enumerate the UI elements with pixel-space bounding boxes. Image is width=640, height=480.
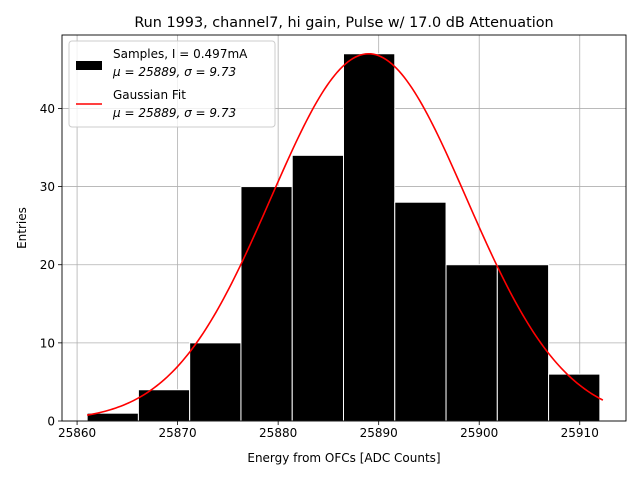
x-tick-label: 25880 — [259, 426, 297, 440]
y-tick-label: 40 — [40, 102, 55, 116]
x-tick-label: 25870 — [159, 426, 197, 440]
histogram-bar — [240, 186, 293, 422]
legend-samples-stats: μ = 25889, σ = 9.73 — [112, 65, 236, 79]
histogram-bar — [342, 53, 396, 422]
y-tick-label: 0 — [47, 415, 55, 429]
histogram-bar — [394, 201, 447, 422]
y-axis-label: Entries — [15, 207, 29, 249]
x-tick-label: 25860 — [58, 426, 96, 440]
x-tick-label: 25890 — [360, 426, 398, 440]
legend: Samples, I = 0.497mA μ = 25889, σ = 9.73… — [68, 40, 276, 128]
legend-fit-label: Gaussian Fit — [113, 88, 186, 102]
x-tick-label: 25910 — [561, 426, 599, 440]
histogram-bar — [137, 389, 191, 422]
legend-fit-stats: μ = 25889, σ = 9.73 — [112, 106, 236, 120]
x-tick-label: 25900 — [460, 426, 498, 440]
plot-frame — [61, 34, 627, 422]
legend-box — [68, 40, 276, 128]
y-tick-label: 20 — [40, 258, 55, 272]
chart-title: Run 1993, channel7, hi gain, Pulse w/ 17… — [134, 15, 553, 31]
histogram-bar — [445, 264, 498, 422]
legend-samples-swatch — [76, 61, 102, 70]
histogram-bar — [291, 154, 344, 422]
histogram-bar — [548, 373, 601, 422]
legend-samples-label: Samples, I = 0.497mA — [113, 47, 248, 61]
histogram-bars — [86, 53, 601, 422]
histogram-bar — [189, 342, 242, 422]
y-tick-label: 10 — [40, 336, 55, 350]
x-axis-label: Energy from OFCs [ADC Counts] — [247, 451, 440, 465]
gaussian-fit-curve — [86, 52, 604, 416]
x-axis-ticks: 25860 25870 25880 25890 25900 25910 — [58, 421, 599, 440]
y-axis-ticks: 0 10 20 30 40 — [40, 102, 62, 429]
y-tick-label: 30 — [40, 180, 55, 194]
